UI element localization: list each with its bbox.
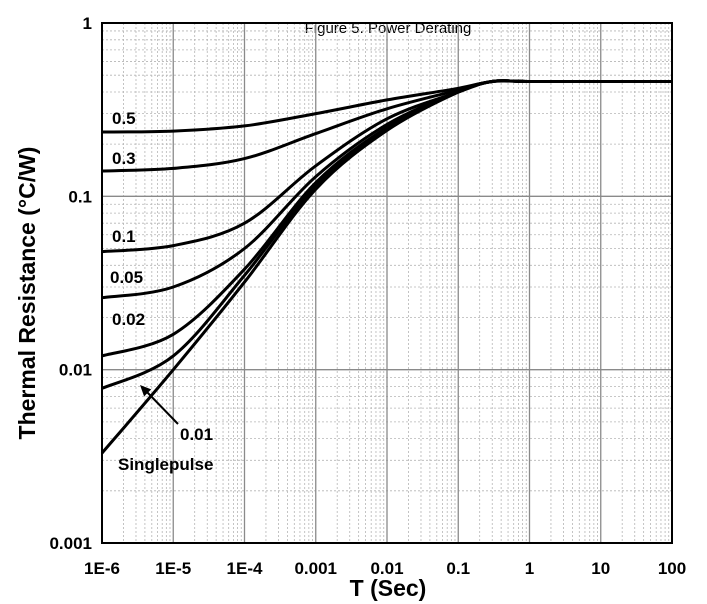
x-tick-label: 10: [591, 559, 610, 578]
curve-singlepulse: [100, 79, 672, 455]
curve-label-0-5: 0.5: [112, 109, 136, 128]
annotation-arrow-head: [140, 385, 152, 397]
y-tick-label: 0.1: [68, 187, 92, 206]
y-tick-label: 0.001: [49, 534, 92, 553]
x-tick-labels: 1E-6 1E-5 1E-4 0.001 0.01 0.1 1 10 100: [84, 559, 686, 578]
curve-label-singlepulse: Singlepulse: [118, 455, 213, 474]
curve-label-0-05: 0.05: [110, 268, 143, 287]
x-tick-label: 0.001: [294, 559, 337, 578]
y-tick-labels: 0.001 0.01 0.1 1: [49, 14, 92, 553]
curves: [100, 79, 672, 455]
plot-frame: [101, 22, 673, 544]
y-tick-label: 1: [83, 14, 92, 33]
curve-label-0-02: 0.02: [112, 310, 145, 329]
curve-label-0-3: 0.3: [112, 149, 136, 168]
x-tick-label: 0.01: [370, 559, 403, 578]
curve-label-0-1: 0.1: [112, 227, 136, 246]
x-tick-label: 1: [525, 559, 534, 578]
annotation-arrow: [145, 390, 179, 425]
x-tick-label: 1E-6: [84, 559, 120, 578]
x-tick-label: 100: [658, 559, 686, 578]
x-tick-label: 1E-5: [155, 559, 191, 578]
y-axis-label: Thermal Resistance (°C/W): [14, 147, 40, 440]
x-axis-label: T (Sec): [350, 575, 427, 601]
x-tick-label: 1E-4: [227, 559, 263, 578]
y-tick-label: 0.01: [59, 361, 92, 380]
curve-labels: 0.5 0.3 0.1 0.05 0.02 0.01 Singlepulse: [110, 109, 213, 474]
curve-label-0-01: 0.01: [180, 425, 213, 444]
x-tick-label: 0.1: [446, 559, 470, 578]
